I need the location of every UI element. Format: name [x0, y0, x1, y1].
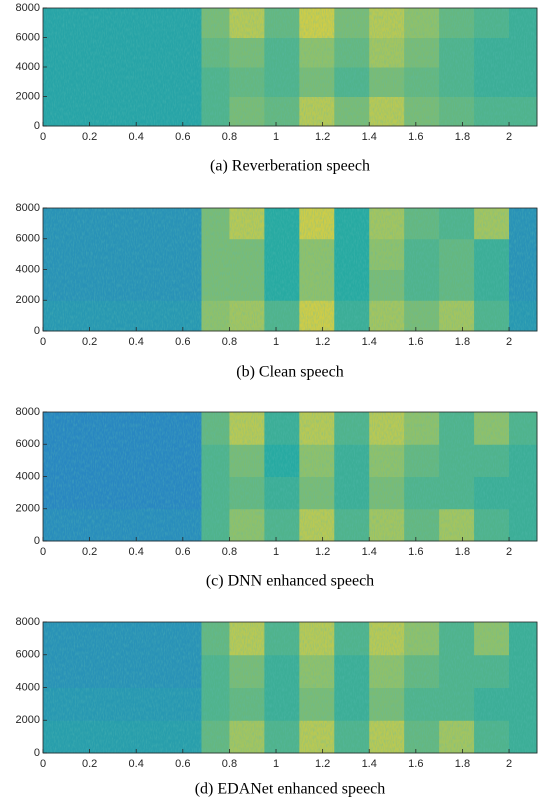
x-tick-label: 1.6	[408, 336, 423, 348]
caption: (c) DNN enhanced speech	[206, 573, 374, 590]
x-tick-label: 0.8	[222, 546, 237, 558]
x-tick-label: 2	[506, 546, 512, 558]
x-tick-label: 0.8	[222, 131, 237, 143]
x-tick-label: 0	[40, 131, 46, 143]
x-tick-label: 0.4	[129, 131, 144, 143]
y-tick-label: 4000	[16, 61, 40, 73]
texture	[43, 412, 537, 541]
x-tick-label: 1.6	[408, 131, 423, 143]
y-tick-label: 4000	[16, 470, 40, 482]
y-tick-label: 8000	[16, 2, 40, 14]
x-tick-label: 1.8	[455, 546, 470, 558]
x-tick-label: 1.8	[455, 758, 470, 770]
x-tick-label: 2	[506, 758, 512, 770]
x-tick-label: 0.8	[222, 336, 237, 348]
x-tick-label: 1	[273, 131, 279, 143]
x-tick-label: 1	[273, 546, 279, 558]
x-tick-label: 0.2	[82, 758, 97, 770]
x-tick-label: 1.2	[315, 546, 330, 558]
x-tick-label: 0.6	[175, 758, 190, 770]
x-tick-label: 1.4	[362, 336, 377, 348]
texture	[43, 8, 537, 126]
y-tick-label: 4000	[16, 263, 40, 275]
y-tick-label: 0	[34, 535, 40, 547]
x-tick-label: 2	[506, 131, 512, 143]
y-tick-label: 6000	[16, 438, 40, 450]
caption: (b) Clean speech	[236, 364, 344, 381]
x-tick-label: 0	[40, 336, 46, 348]
x-tick-label: 0.2	[82, 131, 97, 143]
x-tick-label: 1.4	[362, 546, 377, 558]
x-tick-label: 1.8	[455, 336, 470, 348]
y-tick-label: 2000	[16, 294, 40, 306]
y-tick-label: 6000	[16, 649, 40, 661]
x-tick-label: 2	[506, 336, 512, 348]
y-tick-label: 0	[34, 120, 40, 132]
x-tick-label: 0.6	[175, 546, 190, 558]
x-tick-label: 0.6	[175, 131, 190, 143]
x-tick-label: 1	[273, 758, 279, 770]
y-tick-label: 0	[34, 747, 40, 759]
x-tick-label: 0	[40, 546, 46, 558]
x-tick-label: 1	[273, 336, 279, 348]
x-tick-label: 0.2	[82, 336, 97, 348]
y-tick-label: 6000	[16, 31, 40, 43]
y-tick-label: 8000	[16, 616, 40, 628]
texture	[43, 208, 537, 331]
y-tick-label: 8000	[16, 202, 40, 214]
x-tick-label: 1.6	[408, 758, 423, 770]
y-tick-label: 0	[34, 325, 40, 337]
caption: (d) EDANet enhanced speech	[195, 781, 386, 798]
y-tick-label: 4000	[16, 681, 40, 693]
x-tick-label: 1.2	[315, 336, 330, 348]
texture	[43, 622, 537, 753]
x-tick-label: 0.4	[129, 336, 144, 348]
x-tick-label: 0.2	[82, 546, 97, 558]
x-tick-label: 1.2	[315, 131, 330, 143]
x-tick-label: 0.8	[222, 758, 237, 770]
y-tick-label: 2000	[16, 503, 40, 515]
x-tick-label: 1.8	[455, 131, 470, 143]
x-tick-label: 1.2	[315, 758, 330, 770]
y-tick-label: 8000	[16, 406, 40, 418]
y-tick-label: 6000	[16, 233, 40, 245]
x-tick-label: 0.4	[129, 546, 144, 558]
y-tick-label: 2000	[16, 714, 40, 726]
caption: (a) Reverberation speech	[210, 158, 370, 175]
x-tick-label: 1.4	[362, 131, 377, 143]
x-tick-label: 1.6	[408, 546, 423, 558]
x-tick-label: 0	[40, 758, 46, 770]
x-tick-label: 0.4	[129, 758, 144, 770]
x-tick-label: 0.6	[175, 336, 190, 348]
y-tick-label: 2000	[16, 90, 40, 102]
x-tick-label: 1.4	[362, 758, 377, 770]
